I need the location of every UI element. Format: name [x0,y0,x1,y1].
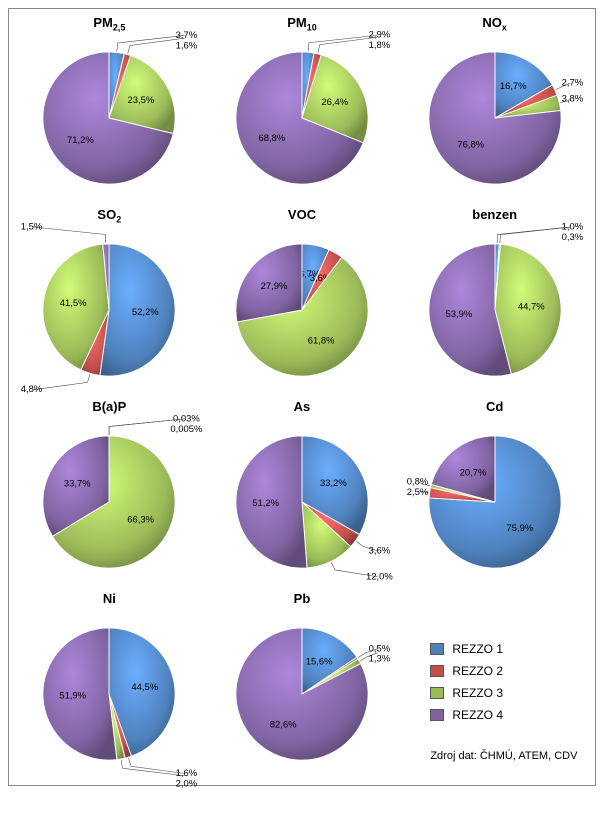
chart-cell: Ni 44,5%1,6%2,0%51,9% [15,591,204,779]
slice-label: 16,7% [499,81,526,92]
pie-chart: 44,5%1,6%2,0%51,9% [24,609,194,779]
slice-label: 75,9% [506,523,533,534]
legend: REZZO 1 REZZO 2 REZZO 3 REZZO 4 Zdroj dat: Č… [400,591,589,779]
slice-label: 0,3% [561,232,583,243]
slice-label: 4,8% [21,384,43,395]
slice-label: 1,5% [21,221,43,232]
slice-label: 27,9% [261,281,288,292]
chart-cell: NOx 16,7% 2,7% 3,8% 76,8% [400,15,589,203]
slice-label: 53,9% [445,309,472,320]
pie-chart: 33,2%3,6%12,0%51,2% [217,417,387,587]
legend-swatch [430,709,444,721]
slice-label: 0,8% [406,476,428,487]
slice-label: 52,2% [132,307,159,318]
chart-title: VOC [288,207,316,223]
slice-label: 76,8% [457,140,484,151]
pie-chart: 2,9%1,8%26,4%68,8% [217,33,387,203]
pie-chart: 1,0%0,3%44,7%53,9% [410,225,580,395]
slice-label: 0,005% [171,424,204,435]
legend-swatch [430,687,444,699]
slice-label: 23,5% [128,95,155,106]
chart-title: Ni [103,591,116,607]
chart-cell: As33,2%3,6%12,0%51,2% [208,399,397,587]
legend-swatch [430,643,444,655]
slice-label: 2,7% [561,77,583,88]
slice-label: 1,3% [369,654,391,665]
legend-label: REZZO 4 [452,708,503,722]
slice-label: 2,0% [176,778,198,789]
slice-label: 51,9% [60,691,87,702]
slice-label: 82,6% [270,720,297,731]
slice-label: 2,5% [406,487,428,498]
chart-title: NOx [482,15,507,31]
slice-label: 12,0% [366,571,393,582]
chart-title: PM10 [287,15,317,31]
chart-cell: Cd75,9%2,5%0,8%20,7% [400,399,589,587]
source-text: Zdroj dat: ČHMÚ, ATEM, CDV [430,750,577,762]
chart-cell: PM10 2,9%1,8% 26,4% 68,8% [208,15,397,203]
slice-label: 33,7% [64,479,91,490]
slice-label: 1,0% [561,221,583,232]
chart-title: SO2 [97,207,121,223]
slice-label: 66,3% [128,514,155,525]
slice-label: 1,6% [176,768,198,779]
slice-label: 33,2% [320,478,347,489]
slice-label: 3,6% [369,545,391,556]
pie-chart: 75,9%2,5%0,8%20,7% [410,417,580,587]
chart-cell: Pb15,6%0,5%1,3%82,6% [208,591,397,779]
chart-title: benzen [472,207,517,223]
pie-chart: 3,7%1,6%23,5%71,2% [24,33,194,203]
slice-label: 51,2% [252,498,279,509]
chart-cell: VOC6,7%3,6%61,8%27,9% [208,207,397,395]
pie-chart: 15,6%0,5%1,3%82,6% [217,609,387,779]
slice-label: 0,03% [173,413,200,424]
slice-label: 68,8% [258,133,285,144]
chart-cell: B(a)P 0,03%0,005% 66,3% 33,7% [15,399,204,587]
slice-label: 1,6% [176,40,198,51]
pie-chart: 16,7% 2,7% 3,8% 76,8% [410,33,580,203]
pie-chart: 0,03%0,005%66,3%33,7% [24,417,194,587]
slice-label: 15,6% [306,656,333,667]
slice-label: 2,9% [369,30,391,41]
legend-label: REZZO 1 [452,642,503,656]
chart-cell: SO2 52,2% 4,8% 41,5% 1,5% [15,207,204,395]
slice-label: 20,7% [459,468,486,479]
slice-label: 26,4% [321,97,348,108]
pie-chart: 52,2%4,8%41,5%1,5% [24,225,194,395]
chart-title: Cd [486,399,503,415]
legend-item: REZZO 2 [430,664,503,678]
slice-label: 71,2% [67,135,94,146]
pie-chart: 6,7%3,6%61,8%27,9% [217,225,387,395]
slice-label: 3,8% [561,93,583,104]
slice-label: 44,5% [132,682,159,693]
chart-cell: benzen 1,0%0,3% 44,7% 53,9% [400,207,589,395]
chart-title: B(a)P [92,399,126,415]
legend-item: REZZO 3 [430,686,503,700]
slice-label: 1,8% [369,40,391,51]
chart-title: PM2,5 [93,15,125,31]
chart-title: Pb [294,591,311,607]
legend-label: REZZO 2 [452,664,503,678]
slice-label: 0,5% [369,643,391,654]
chart-grid: PM2,53,7%1,6%23,5%71,2%PM102,9%1,8%26,4%… [8,8,596,786]
chart-title: As [294,399,311,415]
slice-label: 44,7% [518,301,545,312]
chart-cell: PM2,5 3,7%1,6% 23,5% 71,2% [15,15,204,203]
legend-label: REZZO 3 [452,686,503,700]
legend-item: REZZO 1 [430,642,503,656]
slice-label: 3,7% [176,30,198,41]
slice-label: 41,5% [60,298,87,309]
legend-item: REZZO 4 [430,708,503,722]
slice-label: 61,8% [308,335,335,346]
legend-swatch [430,665,444,677]
